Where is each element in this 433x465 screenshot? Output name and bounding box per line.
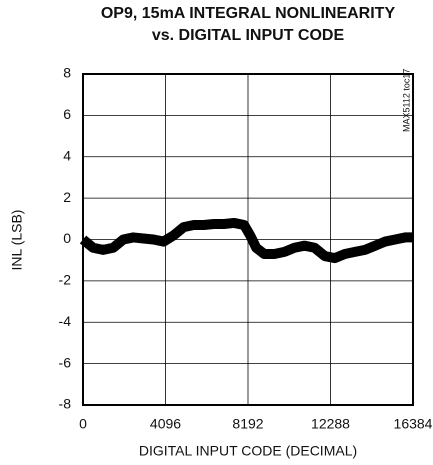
y-tick-label: -8 (59, 396, 72, 412)
y-tick-label: 8 (63, 65, 71, 81)
x-axis-label: DIGITAL INPUT CODE (DECIMAL) (139, 443, 357, 459)
y-tick-label: -2 (59, 272, 72, 288)
x-tick-label: 0 (79, 416, 87, 432)
y-axis-label: INL (LSB) (9, 210, 25, 271)
x-tick-label: 8192 (232, 416, 263, 432)
y-tick-label: -6 (59, 354, 72, 370)
y-tick-label: -4 (59, 313, 72, 329)
y-tick-label: 6 (63, 106, 71, 122)
x-tick-label: 12288 (311, 416, 350, 432)
annotation: MAX5112 toc17 (401, 69, 411, 132)
chart-subtitle: vs. DIGITAL INPUT CODE (152, 27, 345, 44)
y-tick-label: 2 (63, 189, 71, 205)
inl-line (79, 217, 413, 264)
chart-title: OP9, 15mA INTEGRAL NONLINEARITY (101, 5, 396, 22)
y-tick-label: 4 (63, 147, 71, 163)
y-tick-label: 0 (63, 230, 71, 246)
x-tick-label: 4096 (150, 416, 181, 432)
x-tick-label: 16384 (394, 416, 433, 432)
